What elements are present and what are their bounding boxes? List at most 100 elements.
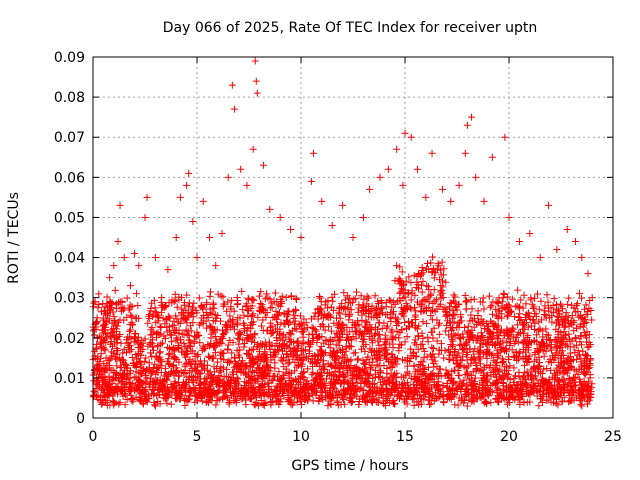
band-point xyxy=(196,389,204,397)
band-point xyxy=(571,374,579,382)
band-point xyxy=(565,330,573,338)
band-point xyxy=(462,305,470,313)
band-point xyxy=(435,321,443,329)
band-point xyxy=(510,340,518,348)
band-point xyxy=(100,329,108,337)
band-point xyxy=(479,332,487,340)
data-point xyxy=(384,165,392,173)
band-point xyxy=(264,326,272,334)
band-point xyxy=(492,395,500,403)
band-point xyxy=(430,344,438,352)
band-point xyxy=(96,397,104,405)
band-point xyxy=(389,344,397,352)
band-point xyxy=(137,389,145,397)
band-point xyxy=(521,369,529,377)
band-point xyxy=(143,398,151,406)
band-point xyxy=(471,382,479,390)
band-point xyxy=(545,304,553,312)
band-point xyxy=(397,288,405,296)
band-point xyxy=(316,373,324,381)
band-point xyxy=(223,307,231,315)
band-point xyxy=(238,357,246,365)
band-point xyxy=(257,322,265,330)
band-point xyxy=(363,319,371,327)
band-point xyxy=(530,337,538,345)
data-point xyxy=(212,262,220,270)
band-point xyxy=(181,402,189,410)
band-point xyxy=(392,384,400,392)
band-point xyxy=(343,369,351,377)
band-point xyxy=(175,382,183,390)
band-point xyxy=(419,318,427,326)
band-point xyxy=(308,330,316,338)
band-point xyxy=(284,360,292,368)
band-point xyxy=(269,314,277,322)
band-point xyxy=(254,313,262,321)
band-point xyxy=(545,331,553,339)
band-point xyxy=(99,314,107,322)
x-tick-label: 25 xyxy=(604,429,622,445)
band-point xyxy=(343,330,351,338)
band-point xyxy=(512,303,520,311)
band-point xyxy=(371,366,379,374)
data-point xyxy=(463,121,471,129)
band-point xyxy=(318,350,326,358)
band-point xyxy=(526,315,534,323)
data-point xyxy=(339,201,347,209)
data-point xyxy=(376,173,384,181)
band-point xyxy=(418,302,426,310)
band-point xyxy=(353,356,361,364)
band-point xyxy=(500,347,508,355)
band-point xyxy=(561,322,569,330)
band-point xyxy=(166,349,174,357)
band-point xyxy=(165,351,173,359)
band-point xyxy=(144,342,152,350)
band-point xyxy=(171,290,179,298)
band-point xyxy=(345,384,353,392)
band-point xyxy=(493,359,501,367)
band-point xyxy=(574,308,582,316)
band-point xyxy=(93,318,101,326)
band-point xyxy=(340,289,348,297)
band-point xyxy=(533,331,541,339)
band-point xyxy=(288,401,296,409)
band-point xyxy=(513,302,521,310)
y-tick-label: 0.07 xyxy=(54,130,85,146)
band-point xyxy=(545,376,553,384)
band-point xyxy=(100,391,108,399)
band-point xyxy=(515,329,523,337)
band-point xyxy=(383,364,391,372)
band-point xyxy=(359,356,367,364)
band-point xyxy=(133,360,141,368)
band-point xyxy=(540,384,548,392)
band-point xyxy=(444,371,452,379)
band-point xyxy=(244,294,252,302)
band-point xyxy=(519,330,527,338)
band-point xyxy=(278,331,286,339)
band-point xyxy=(578,380,586,388)
band-point xyxy=(559,318,567,326)
band-point xyxy=(549,391,557,399)
band-point xyxy=(482,349,490,357)
band-point xyxy=(244,350,252,358)
band-point xyxy=(105,315,113,323)
band-point xyxy=(529,305,537,313)
band-point xyxy=(271,359,279,367)
band-point xyxy=(362,306,370,314)
band-point xyxy=(110,331,118,339)
band-point xyxy=(476,381,484,389)
band-point xyxy=(463,338,471,346)
band-point xyxy=(482,372,490,380)
band-point xyxy=(190,387,198,395)
band-point xyxy=(382,303,390,311)
band-point xyxy=(344,304,352,312)
band-point xyxy=(298,360,306,368)
band-point xyxy=(431,389,439,397)
band-point xyxy=(315,397,323,405)
band-point xyxy=(528,301,536,309)
band-point xyxy=(556,347,564,355)
band-point xyxy=(438,258,446,266)
band-point xyxy=(123,364,131,372)
band-point xyxy=(101,378,109,386)
band-point xyxy=(512,372,520,380)
